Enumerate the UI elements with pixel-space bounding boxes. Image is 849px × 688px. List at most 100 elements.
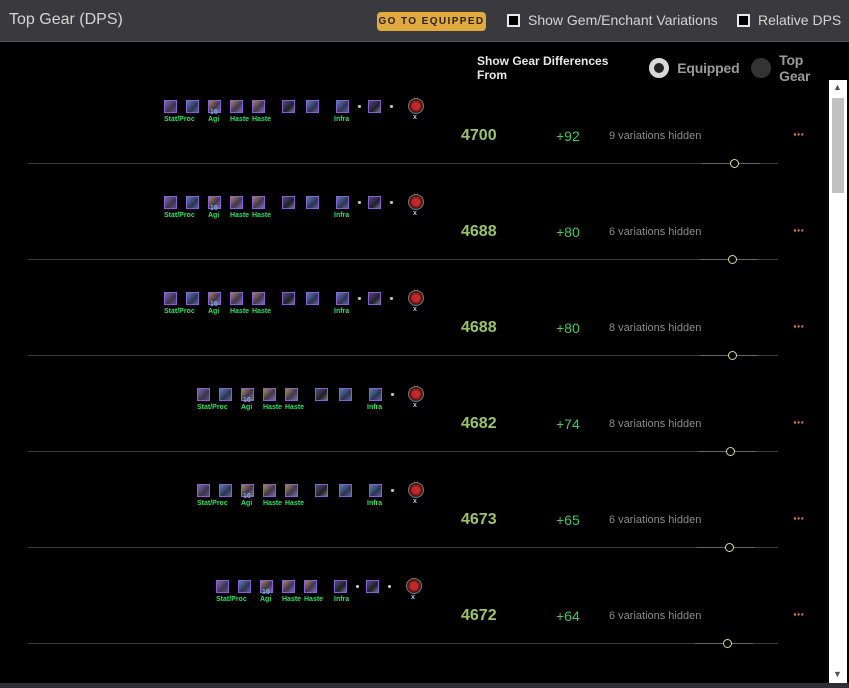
gear-item-icon[interactable] <box>306 196 319 209</box>
scrollbar[interactable]: ▲ ▼ <box>829 80 847 683</box>
gear-item-icon[interactable] <box>336 292 349 305</box>
row-menu-button[interactable]: ··· <box>793 318 805 334</box>
enchant-label-stat: Stat/Proc <box>216 596 247 603</box>
gear-item-icon[interactable] <box>197 388 210 401</box>
dps-value: 4700 <box>461 127 497 144</box>
gear-item-icon[interactable] <box>282 100 295 113</box>
gear-item-icon[interactable] <box>282 292 295 305</box>
scroll-down-arrow[interactable]: ▼ <box>833 669 842 679</box>
dps-value: 4688 <box>461 223 497 240</box>
radio-equipped[interactable]: Equipped <box>649 58 740 78</box>
checkbox-box[interactable] <box>507 13 520 27</box>
gear-item-icon[interactable] <box>219 484 232 497</box>
gear-item-icon[interactable] <box>208 100 221 113</box>
gear-item-icon[interactable] <box>304 580 317 593</box>
trinket-icon[interactable] <box>408 194 424 210</box>
gear-item-icon[interactable] <box>285 388 298 401</box>
gear-item-icon[interactable] <box>197 484 210 497</box>
weapon-item-icon[interactable] <box>368 292 381 305</box>
trinket-icon[interactable] <box>406 578 422 594</box>
row-menu-button[interactable]: ··· <box>793 222 805 238</box>
result-row[interactable]: 16 Stat/Proc Agi Haste Haste Infra x 4700 +92 9 v… <box>0 80 829 176</box>
gear-item-icon[interactable] <box>315 484 328 497</box>
weapon-item-icon[interactable] <box>368 196 381 209</box>
radio-dot[interactable] <box>751 58 772 78</box>
gear-item-icon[interactable] <box>252 100 265 113</box>
gear-item-icon[interactable] <box>339 484 352 497</box>
row-menu-button[interactable]: ··· <box>793 126 805 142</box>
gear-item-icon[interactable] <box>241 388 254 401</box>
gear-item-icon[interactable] <box>260 580 273 593</box>
gear-item-icon[interactable] <box>238 580 251 593</box>
enchant-label-agi: Agi <box>208 212 220 219</box>
gear-item-icon[interactable] <box>208 292 221 305</box>
gear-item-icon[interactable] <box>315 388 328 401</box>
row-divider <box>28 163 778 164</box>
gear-item-icon[interactable] <box>369 388 382 401</box>
enchant-label-haste: Haste <box>230 308 250 315</box>
gear-item-icon[interactable] <box>285 484 298 497</box>
gear-item-icon[interactable] <box>306 100 319 113</box>
scrollbar-thumb[interactable] <box>832 98 844 193</box>
row-menu-button[interactable]: ··· <box>793 606 805 622</box>
gear-item-icon[interactable] <box>339 388 352 401</box>
gear-item-icon[interactable] <box>216 580 229 593</box>
enchant-label-agi: Agi <box>208 308 220 315</box>
weapon-item-icon[interactable] <box>368 100 381 113</box>
result-row[interactable]: 16 Stat/Proc Agi Haste Haste Infra x 4673 +65 6 v… <box>0 464 829 560</box>
radio-dot[interactable] <box>649 58 670 78</box>
gear-item-icon[interactable] <box>252 196 265 209</box>
checkbox-box[interactable] <box>737 13 750 27</box>
trinket-icon[interactable] <box>408 98 424 114</box>
gear-item-icon[interactable] <box>230 292 243 305</box>
gear-item-icon[interactable] <box>164 292 177 305</box>
trinket-slot-icon: x <box>413 402 417 409</box>
row-menu-button[interactable]: ··· <box>793 414 805 430</box>
gear-item-icon[interactable] <box>282 196 295 209</box>
trinket-icon[interactable] <box>408 386 424 402</box>
result-row[interactable]: 16 Stat/Proc Agi Haste Haste Infra x 4672 +64 6 v… <box>0 560 829 656</box>
gear-item-icon[interactable] <box>263 484 276 497</box>
gear-item-icon[interactable] <box>282 580 295 593</box>
gear-diff-selector: Show Gear Differences From Equipped Top … <box>477 52 849 84</box>
window-bottom-edge <box>0 683 849 688</box>
page-title: Top Gear (DPS) <box>9 11 123 28</box>
row-menu-button[interactable]: ··· <box>793 510 805 526</box>
gear-item-icon[interactable] <box>230 196 243 209</box>
gear-item-icon[interactable] <box>263 388 276 401</box>
weapon-item-icon[interactable] <box>366 580 379 593</box>
gear-item-icon[interactable] <box>369 484 382 497</box>
dps-delta: +92 <box>556 128 580 144</box>
gear-item-icon[interactable] <box>219 388 232 401</box>
result-row[interactable]: 16 Stat/Proc Agi Haste Haste Infra x 4688 +80 8 v… <box>0 272 829 368</box>
gear-item-icon[interactable] <box>252 292 265 305</box>
gear-item-icon[interactable] <box>230 100 243 113</box>
gear-item-icon[interactable] <box>334 580 347 593</box>
scroll-up-arrow[interactable]: ▲ <box>833 82 842 92</box>
trinket-icon[interactable] <box>408 290 424 306</box>
enchant-label-haste: Haste <box>263 500 283 507</box>
dps-range-marker <box>730 159 739 168</box>
gear-item-icon[interactable] <box>186 100 199 113</box>
gear-item-icon[interactable] <box>306 292 319 305</box>
trinket-slot-icon: x <box>413 306 417 313</box>
result-row[interactable]: 16 Stat/Proc Agi Haste Haste Infra x 4682 +74 8 v… <box>0 368 829 464</box>
gear-item-icon[interactable] <box>241 484 254 497</box>
gear-item-icon[interactable] <box>336 100 349 113</box>
show-variations-checkbox[interactable]: Show Gem/Enchant Variations <box>507 12 718 28</box>
gear-item-icon[interactable] <box>164 196 177 209</box>
dps-range-marker <box>728 255 737 264</box>
gear-item-icon[interactable] <box>186 292 199 305</box>
relative-dps-checkbox[interactable]: Relative DPS <box>737 12 841 28</box>
gear-item-icon[interactable] <box>208 196 221 209</box>
result-row[interactable]: 16 Stat/Proc Agi Haste Haste Infra x 4688 +80 6 v… <box>0 176 829 272</box>
gear-item-icon[interactable] <box>186 196 199 209</box>
go-to-equipped-button[interactable]: GO TO EQUIPPED <box>377 12 486 31</box>
enchant-label-haste: Haste <box>285 404 305 411</box>
gear-item-icon[interactable] <box>164 100 177 113</box>
trinket-icon[interactable] <box>408 482 424 498</box>
gem-count-badge: 16 <box>243 493 251 500</box>
gear-item-icon[interactable] <box>336 196 349 209</box>
radio-top-gear[interactable]: Top Gear <box>751 52 837 84</box>
enchant-label-infra: Infra <box>367 500 383 507</box>
